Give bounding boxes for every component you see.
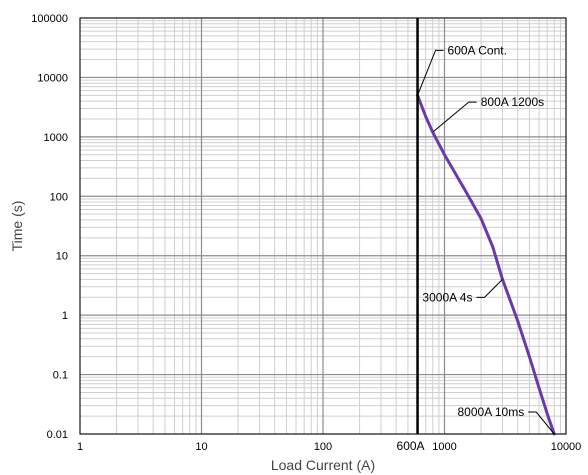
annotation-leader: [528, 411, 555, 435]
annotations: 600A Cont. 800A 1200s 3000A 4s 8000A 10ms: [417, 43, 555, 435]
y-tick-label: 0.01: [47, 429, 68, 441]
x-tick-label: 1: [77, 441, 83, 453]
x-tick-label: 10: [195, 441, 207, 453]
curve-line: [416, 93, 556, 436]
x-tick-label: 10000: [551, 441, 582, 453]
grid: [79, 17, 567, 435]
marker-label: 600A: [397, 439, 425, 453]
y-tick-label: 1000: [44, 132, 68, 144]
y-tick-label: 1: [62, 310, 68, 322]
y-tick-label: 10000: [37, 72, 68, 84]
annotation-label: 8000A 10ms: [458, 405, 525, 419]
x-tick-label: 100: [314, 441, 332, 453]
plot-frame: [79, 17, 567, 435]
y-tick-label: 10: [56, 251, 68, 263]
x-axis-title: Load Current (A): [271, 457, 375, 473]
x-tick-label: 1000: [432, 441, 456, 453]
time-current-curve: [416, 93, 556, 436]
y-tick-label: 100: [50, 191, 68, 203]
annotation-label: 3000A 4s: [422, 290, 472, 304]
y-tick-label: 100000: [31, 13, 68, 25]
y-axis-title: Time (s): [9, 201, 25, 252]
y-tick-labels: 0.01 0.1 1 10 100 1000 10000 100000: [31, 13, 68, 441]
annotation-leader: [432, 101, 477, 133]
y-tick-label: 0.1: [53, 370, 68, 382]
annotation-leader: [476, 279, 503, 298]
annotation-label: 800A 1200s: [481, 95, 544, 109]
annotation-leader: [417, 49, 444, 96]
x-tick-labels: 1 10 100 1000 10000 600A: [77, 439, 581, 453]
annotation-label: 600A Cont.: [448, 43, 507, 57]
